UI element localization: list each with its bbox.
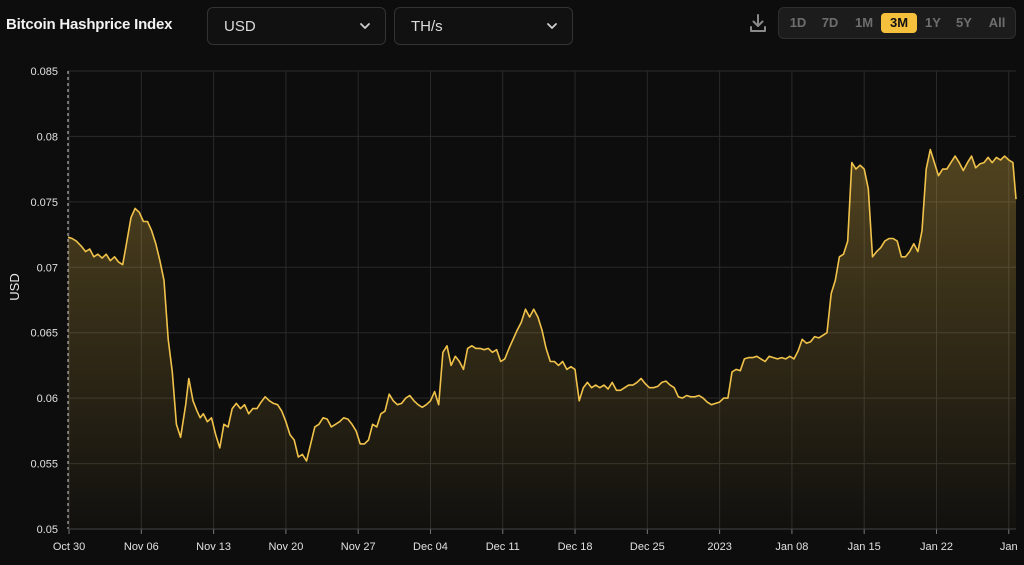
range-all-button[interactable]: All <box>988 15 1006 30</box>
x-tick-label: Dec 04 <box>413 541 448 553</box>
chevron-down-icon <box>360 23 370 29</box>
time-range-selector: 1D 7D 1M 3M 1Y 5Y All <box>778 7 1016 39</box>
y-tick-label: 0.08 <box>37 131 58 143</box>
y-tick-label: 0.06 <box>37 393 58 405</box>
y-tick-label: 0.075 <box>30 197 58 209</box>
range-5y-button[interactable]: 5Y <box>956 15 972 30</box>
x-tick-label: 2023 <box>707 541 731 553</box>
y-tick-label: 0.07 <box>37 262 58 274</box>
x-tick-label: Jan 08 <box>775 541 808 553</box>
series-area <box>68 149 1016 529</box>
x-tick-label: Dec 11 <box>486 541 520 553</box>
y-tick-label: 0.085 <box>30 66 58 78</box>
x-tick-label: Nov 20 <box>268 541 303 553</box>
x-tick-label: Nov 13 <box>196 541 231 553</box>
x-tick-label: Oct 30 <box>53 541 85 553</box>
unit-select[interactable]: TH/s <box>394 7 573 45</box>
y-tick-label: 0.055 <box>30 459 58 471</box>
range-7d-button[interactable]: 7D <box>821 15 839 30</box>
range-1y-button[interactable]: 1Y <box>925 15 941 30</box>
y-tick-label: 0.05 <box>37 524 58 536</box>
x-tick-label: Jan 15 <box>848 541 881 553</box>
x-tick-label: Nov 27 <box>341 541 376 553</box>
currency-select-value: USD <box>224 18 256 35</box>
download-icon[interactable] <box>748 12 768 34</box>
unit-select-value: TH/s <box>411 18 443 35</box>
x-tick-label: Nov 06 <box>124 541 159 553</box>
x-tick-label: Jan <box>1000 541 1018 553</box>
y-axis-label: USD <box>7 273 22 300</box>
x-tick-label: Dec 25 <box>630 541 665 553</box>
page-title: Bitcoin Hashprice Index <box>6 16 173 33</box>
currency-select[interactable]: USD <box>207 7 386 45</box>
chevron-down-icon <box>547 23 557 29</box>
x-tick-label: Jan 22 <box>920 541 953 553</box>
range-3m-button[interactable]: 3M <box>881 13 917 33</box>
y-tick-label: 0.065 <box>30 328 58 340</box>
range-1m-button[interactable]: 1M <box>854 15 874 30</box>
hashprice-chart[interactable]: 0.05 0.055 0.06 0.065 0.07 0.075 0.08 0.085 Oct … <box>0 55 1024 565</box>
x-tick-label: Dec 18 <box>558 541 593 553</box>
range-1d-button[interactable]: 1D <box>789 15 807 30</box>
series-line <box>67 148 1017 462</box>
